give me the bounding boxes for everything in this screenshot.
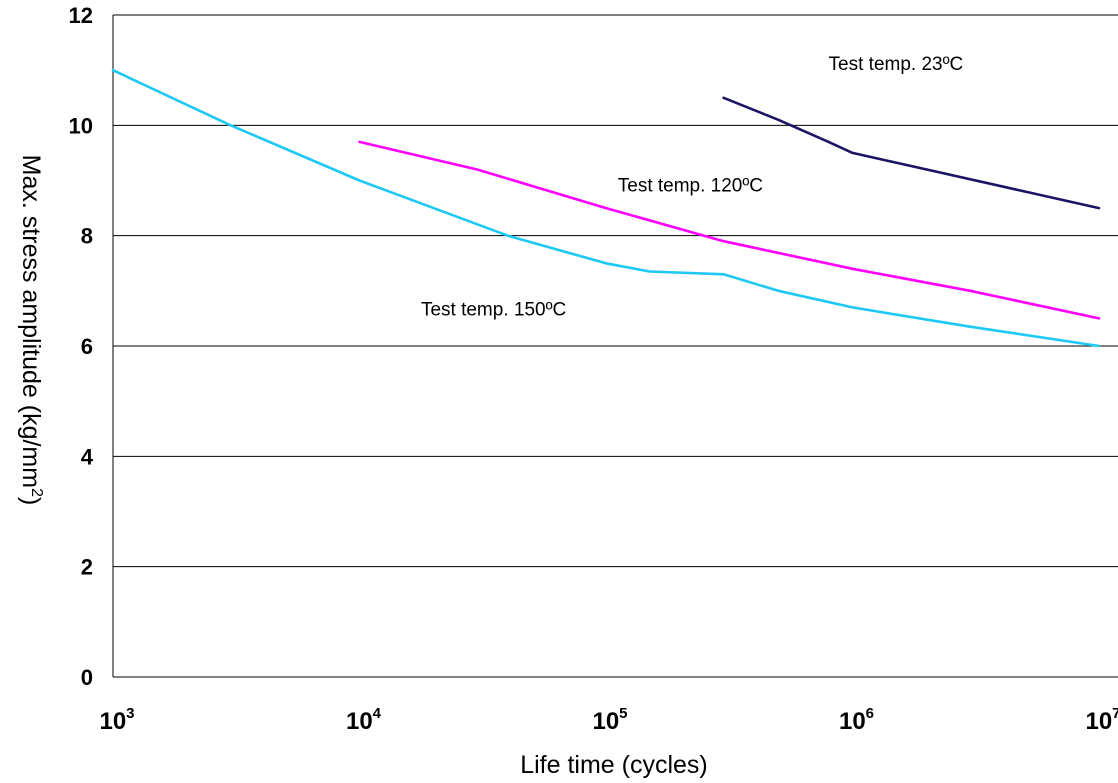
series-line-1: [722, 96, 1101, 210]
annotation-text-2: Test temp. 120ºC: [618, 176, 763, 197]
annotations: Test temp. 23ºC Test temp. 120ºC Test temp…: [400, 48, 984, 329]
x-tick-labels: 103 104 105 106 107: [99, 705, 1118, 735]
annotation-text-3: Test temp. 150ºC: [421, 300, 566, 321]
y-axis-label: Max. stress amplitude (kg/mm2): [17, 155, 45, 506]
annotation-bg-3: [400, 293, 587, 329]
y-tick-labels: 0 2 4 6 8 10 12: [69, 3, 94, 690]
x-axis-label: Life time (cycles): [520, 751, 708, 779]
y-tick-label-4: 4: [81, 444, 94, 469]
x-tick-label-5: 105: [592, 705, 627, 735]
annotation-bg-2: [597, 169, 784, 205]
y-tick-label-6: 6: [81, 334, 93, 359]
annotation-3: Test temp. 150ºC: [400, 293, 587, 329]
series-line-3: [111, 68, 1101, 348]
y-tick-label-10: 10: [69, 113, 93, 138]
gridlines: [112, 14, 1118, 678]
y-tick-label-2: 2: [81, 555, 93, 580]
y-tick-label-0: 0: [81, 665, 93, 690]
x-tick-label-6: 106: [839, 705, 874, 735]
x-tick-label-7: 107: [1085, 705, 1118, 735]
annotation-1: Test temp. 23ºC: [808, 48, 984, 84]
series-line-2: [358, 140, 1101, 320]
annotation-text-1: Test temp. 23ºC: [829, 54, 964, 75]
y-tick-label-12: 12: [69, 3, 93, 28]
annotation-bg-1: [808, 48, 984, 84]
annotation-2: Test temp. 120ºC: [597, 169, 784, 205]
x-tick-label-4: 104: [346, 705, 382, 735]
series-lines: [111, 68, 1101, 348]
x-tick-label-3: 103: [99, 705, 134, 735]
y-tick-label-8: 8: [81, 224, 93, 249]
